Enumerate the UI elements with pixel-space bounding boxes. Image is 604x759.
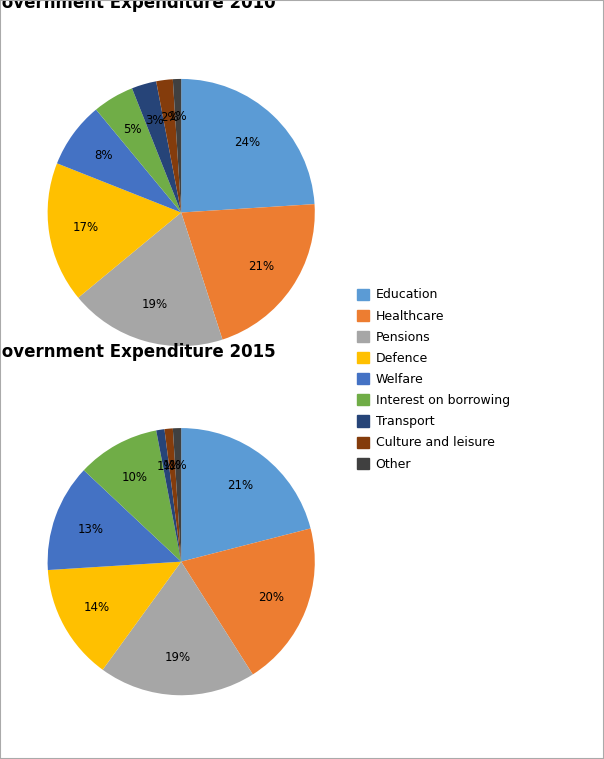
Wedge shape: [84, 430, 181, 562]
Text: Government Expenditure 2015: Government Expenditure 2015: [0, 343, 275, 361]
Text: 21%: 21%: [227, 479, 253, 492]
Text: 8%: 8%: [94, 150, 112, 162]
Text: 20%: 20%: [258, 591, 284, 603]
Text: 1%: 1%: [157, 460, 176, 473]
Wedge shape: [181, 204, 315, 339]
Text: 2%: 2%: [160, 111, 178, 124]
Wedge shape: [132, 81, 181, 213]
Text: 5%: 5%: [123, 123, 141, 136]
Wedge shape: [48, 163, 181, 298]
Wedge shape: [181, 428, 310, 562]
Wedge shape: [181, 528, 315, 675]
Wedge shape: [48, 471, 181, 570]
Wedge shape: [173, 79, 181, 213]
Wedge shape: [96, 88, 181, 213]
Wedge shape: [48, 562, 181, 669]
Text: 17%: 17%: [73, 221, 99, 234]
Text: 1%: 1%: [163, 459, 181, 472]
Text: 10%: 10%: [122, 471, 148, 484]
Text: 14%: 14%: [84, 601, 110, 615]
Wedge shape: [164, 428, 181, 562]
Wedge shape: [173, 428, 181, 562]
Wedge shape: [57, 109, 181, 213]
Text: 24%: 24%: [234, 136, 260, 149]
Text: 19%: 19%: [165, 651, 191, 664]
Text: 13%: 13%: [78, 523, 104, 536]
Wedge shape: [79, 213, 222, 346]
Wedge shape: [156, 79, 181, 213]
Text: 21%: 21%: [248, 260, 274, 273]
Text: 19%: 19%: [141, 298, 167, 311]
Legend: Education, Healthcare, Pensions, Defence, Welfare, Interest on borrowing, Transp: Education, Healthcare, Pensions, Defence…: [350, 282, 516, 477]
Text: Government Expenditure 2010: Government Expenditure 2010: [0, 0, 275, 11]
Text: 1%: 1%: [169, 459, 187, 472]
Wedge shape: [156, 429, 181, 562]
Text: 3%: 3%: [145, 114, 164, 127]
Wedge shape: [181, 79, 315, 213]
Text: 1%: 1%: [169, 110, 187, 123]
Wedge shape: [103, 562, 253, 695]
